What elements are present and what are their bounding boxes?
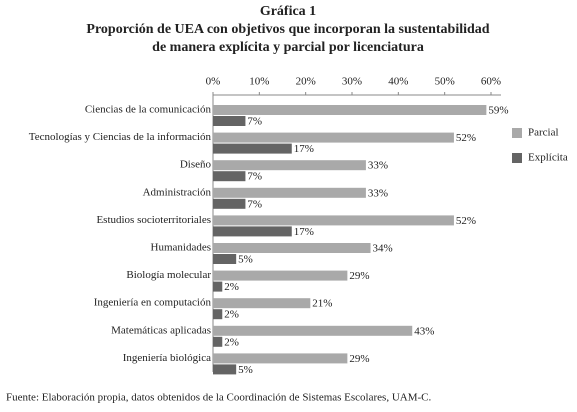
bar bbox=[213, 187, 366, 198]
value-label: 2% bbox=[224, 281, 239, 293]
bar bbox=[213, 215, 454, 226]
legend-label: Explícita bbox=[528, 152, 568, 164]
value-label: 7% bbox=[247, 171, 262, 183]
value-label: 2% bbox=[224, 336, 239, 348]
bar bbox=[213, 243, 371, 253]
value-label: 7% bbox=[247, 116, 262, 128]
x-tick-label: 0% bbox=[206, 76, 221, 88]
bar bbox=[213, 336, 223, 347]
bar bbox=[213, 270, 348, 281]
value-label: 52% bbox=[456, 132, 476, 144]
y-tick-label: Matemáticas aplicadas bbox=[111, 324, 211, 336]
value-label: 5% bbox=[238, 364, 253, 376]
value-label: 43% bbox=[414, 325, 434, 337]
bar bbox=[213, 143, 292, 154]
x-tick-label: 50% bbox=[435, 76, 455, 88]
chart-subtitle: de manera explícita y parcial por licenc… bbox=[152, 40, 424, 55]
bar bbox=[213, 132, 454, 143]
legend-swatch bbox=[512, 153, 522, 163]
value-label: 33% bbox=[368, 160, 388, 172]
chart-subtitle: Proporción de UEA con objetivos que inco… bbox=[86, 22, 489, 37]
value-label: 29% bbox=[349, 270, 369, 282]
y-tick-label: Humanidades bbox=[151, 242, 211, 254]
value-label: 59% bbox=[488, 105, 508, 117]
y-tick-label: Ciencias de la comunicación bbox=[85, 104, 212, 116]
y-tick-label: Ingeniería biológica bbox=[123, 352, 211, 364]
value-label: 21% bbox=[312, 298, 332, 310]
source-note: Fuente: Elaboración propia, datos obteni… bbox=[6, 392, 431, 404]
bar bbox=[213, 171, 246, 182]
legend-label: Parcial bbox=[528, 127, 559, 139]
y-tick-label: Ingeniería en computación bbox=[94, 297, 212, 309]
bar bbox=[213, 198, 246, 209]
value-label: 17% bbox=[294, 143, 314, 155]
bar bbox=[213, 309, 223, 320]
legend-swatch bbox=[512, 128, 522, 138]
bar bbox=[213, 116, 246, 126]
x-tick-label: 60% bbox=[481, 76, 501, 88]
bar bbox=[213, 325, 413, 336]
value-label: 17% bbox=[294, 226, 314, 238]
value-label: 7% bbox=[247, 198, 262, 210]
chart-title: Gráfica 1 bbox=[260, 4, 316, 19]
value-label: 33% bbox=[368, 187, 388, 199]
x-tick-label: 40% bbox=[388, 76, 408, 88]
bar bbox=[213, 226, 292, 237]
y-tick-label: Biología molecular bbox=[126, 269, 211, 281]
value-label: 29% bbox=[349, 353, 369, 365]
bar bbox=[213, 105, 487, 115]
bar bbox=[213, 281, 223, 292]
bar bbox=[213, 254, 237, 264]
value-label: 2% bbox=[224, 309, 239, 321]
x-tick-label: 30% bbox=[342, 76, 362, 88]
bar bbox=[213, 298, 311, 309]
y-tick-label: Estudios socioterritoriales bbox=[96, 214, 211, 226]
value-label: 34% bbox=[373, 243, 393, 255]
y-tick-label: Administración bbox=[143, 186, 212, 198]
value-label: 52% bbox=[456, 215, 476, 227]
y-tick-label: Diseño bbox=[180, 159, 212, 171]
bar bbox=[213, 364, 237, 375]
bar bbox=[213, 160, 366, 171]
y-tick-label: Tecnologías y Ciencias de la información bbox=[29, 131, 212, 143]
bar bbox=[213, 353, 348, 364]
value-label: 5% bbox=[238, 254, 253, 266]
x-tick-label: 20% bbox=[296, 76, 316, 88]
x-tick-label: 10% bbox=[249, 76, 269, 88]
